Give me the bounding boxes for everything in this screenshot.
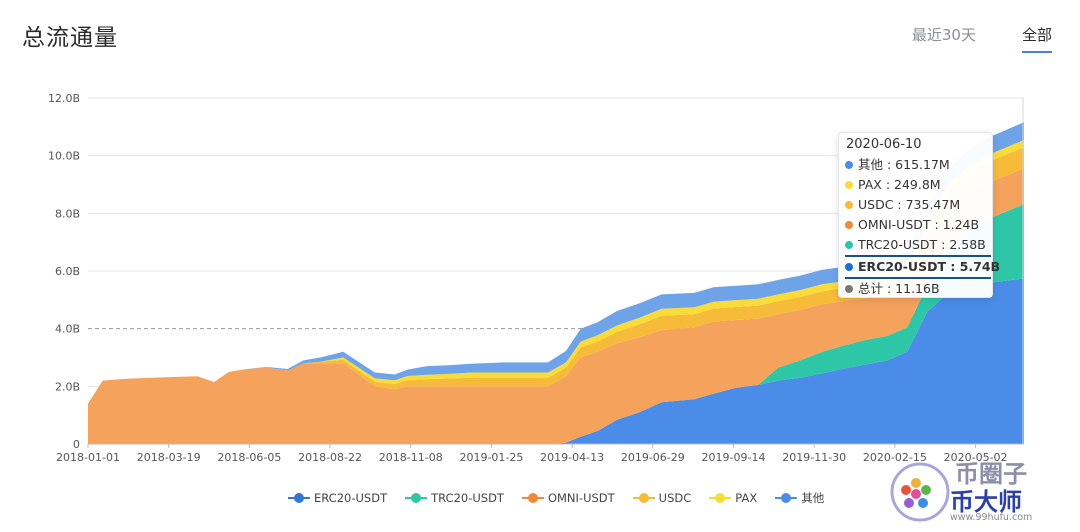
x-tick-label: 2019-06-29	[621, 451, 685, 464]
tooltip-date: 2020-06-10	[846, 137, 922, 152]
tooltip-row: OMNI-USDT : 1.24B	[845, 215, 992, 235]
tooltip-label: OMNI-USDT : 1.24B	[858, 217, 980, 232]
tab-all[interactable]: 全部	[1021, 24, 1052, 53]
tab-last-30-days[interactable]: 最近30天	[911, 26, 976, 44]
tooltip-row: TRC20-USDT : 2.58B	[845, 235, 991, 257]
tooltip-label: 其他 : 615.17M	[858, 157, 950, 172]
legend-item[interactable]: ERC20-USDT	[288, 490, 387, 506]
tooltip-row: 总计 : 11.16B	[845, 279, 992, 299]
legend-label: OMNI-USDT	[547, 491, 615, 505]
legend-marker-icon	[775, 493, 798, 503]
tooltip-label: 总计 : 11.16B	[858, 281, 940, 296]
legend-label: 其他	[801, 491, 825, 505]
watermark-logo-text: 币圈子	[955, 460, 1027, 488]
tooltip-dot-icon	[845, 181, 853, 189]
legend-label: TRC20-USDT	[431, 491, 504, 505]
x-tick-label: 2019-01-25	[459, 451, 523, 464]
area-ERC20-USDT	[88, 278, 1024, 444]
chart-legend: ERC20-USDT TRC20-USDT OMNI-USDT USDC PAX 其他	[288, 490, 824, 506]
x-tick-label: 2018-03-19	[137, 451, 201, 464]
legend-marker-icon	[632, 493, 655, 503]
x-tick-label: 2019-04-13	[540, 451, 604, 464]
y-tick-label: 0	[73, 438, 80, 451]
chart-tooltip: 2020-06-10 其他 : 615.17M PAX : 249.8M USDC …	[838, 132, 1000, 299]
y-tick-label: 2.0B	[55, 380, 80, 393]
tooltip-label: TRC20-USDT : 2.58B	[858, 237, 986, 252]
y-tick-label: 10.0B	[48, 150, 80, 163]
area-OMNI-USDT	[88, 168, 1024, 444]
tooltip-dot-icon	[845, 285, 853, 293]
watermark: 币圈子 币大师 www.99hufu.com	[870, 452, 1075, 528]
x-tick-label: 2018-06-05	[217, 451, 281, 464]
legend-marker-icon	[709, 493, 732, 503]
y-tick-label: 6.0B	[55, 265, 80, 278]
legend-item[interactable]: TRC20-USDT	[405, 490, 504, 506]
x-tick-label: 2018-01-01	[56, 451, 120, 464]
legend-item[interactable]: PAX	[709, 490, 757, 506]
range-tabs: 最近30天 全部	[912, 24, 1052, 53]
x-tick-label: 2020-02-15	[863, 451, 927, 464]
tooltip-label: ERC20-USDT : 5.74B	[858, 259, 1001, 274]
x-tick-label: 2019-09-14	[702, 451, 766, 464]
watermark-url: www.99hufu.com	[950, 512, 1033, 523]
tooltip-dot-icon	[845, 263, 853, 271]
legend-label: PAX	[735, 491, 758, 505]
legend-marker-icon	[288, 493, 310, 503]
tooltip-label: PAX : 249.8M	[858, 177, 941, 192]
legend-item[interactable]: 其他	[775, 490, 824, 506]
y-tick-label: 8.0B	[55, 207, 80, 220]
tooltip-label: USDC : 735.47M	[858, 197, 961, 212]
tooltip-row: 其他 : 615.17M	[845, 155, 992, 175]
legend-marker-icon	[405, 493, 428, 503]
legend-label: ERC20-USDT	[314, 491, 388, 505]
y-tick-label: 12.0B	[48, 92, 80, 105]
legend-marker-icon	[521, 493, 544, 503]
tooltip-row: USDC : 735.47M	[845, 195, 992, 215]
watermark-logo-icon	[890, 462, 950, 522]
page-title: 总流通量	[22, 25, 118, 51]
x-tick-label: 2018-08-22	[298, 451, 362, 464]
x-tick-label: 2018-11-08	[379, 451, 443, 464]
legend-item[interactable]: USDC	[632, 490, 692, 506]
tooltip-dot-icon	[845, 161, 853, 169]
watermark-brand: 币大师	[950, 488, 1022, 516]
x-tick-label: 2019-11-30	[782, 451, 846, 464]
tooltip-row: PAX : 249.8M	[845, 175, 992, 195]
legend-item[interactable]: OMNI-USDT	[521, 490, 615, 506]
tooltip-row: ERC20-USDT : 5.74B	[845, 257, 1000, 279]
y-tick-label: 4.0B	[55, 323, 80, 336]
tooltip-dot-icon	[845, 221, 853, 229]
legend-label: USDC	[658, 491, 692, 505]
tooltip-dot-icon	[845, 201, 853, 209]
x-tick-label: 2020-05-02	[944, 451, 1008, 464]
tooltip-dot-icon	[845, 241, 853, 249]
